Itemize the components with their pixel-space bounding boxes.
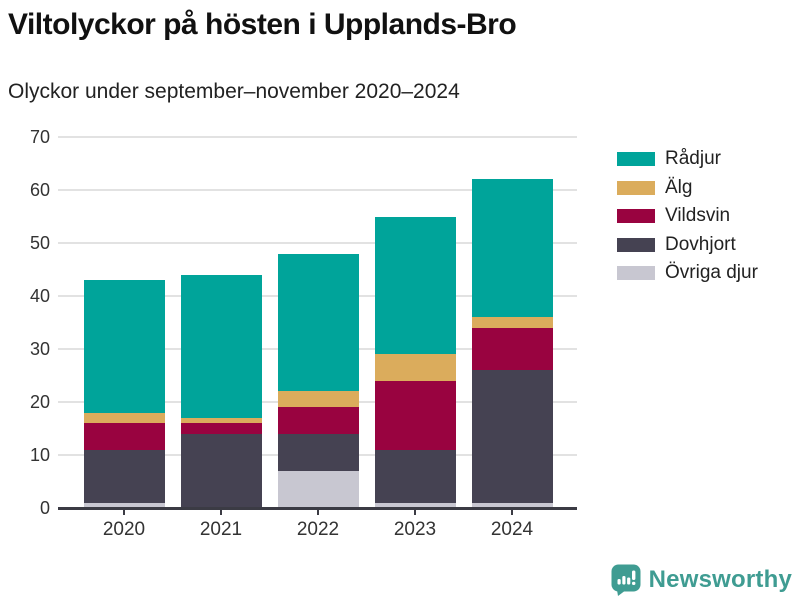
x-axis-tick-label: 2022 bbox=[296, 519, 340, 540]
legend-swatch bbox=[617, 266, 655, 280]
legend-item: Dovhjort bbox=[617, 231, 758, 259]
y-gridline bbox=[58, 189, 577, 191]
bar-segment bbox=[471, 370, 553, 503]
legend-swatch bbox=[617, 209, 655, 223]
y-axis-tick-label: 10 bbox=[29, 445, 50, 465]
y-gridline bbox=[58, 136, 577, 138]
bar-segment bbox=[471, 502, 553, 508]
bar-segment bbox=[277, 433, 359, 471]
brand-footer: Newsworthy bbox=[611, 564, 792, 596]
bar-segment bbox=[277, 470, 359, 508]
bar-segment bbox=[374, 502, 456, 508]
bar-segment bbox=[471, 317, 553, 328]
y-gridline bbox=[58, 242, 577, 244]
bar-segment bbox=[277, 253, 359, 392]
newsworthy-logo-icon bbox=[611, 564, 642, 596]
y-axis-tick-label: 70 bbox=[29, 127, 50, 147]
legend-item: Övriga djur bbox=[617, 259, 758, 287]
bar-segment bbox=[374, 380, 456, 450]
bar-segment bbox=[83, 449, 165, 503]
y-axis-tick-label: 50 bbox=[29, 233, 50, 253]
legend-swatch bbox=[617, 152, 655, 166]
bar-segment bbox=[83, 423, 165, 450]
bar-segment bbox=[180, 423, 262, 434]
bar-segment bbox=[83, 280, 165, 413]
bar-segment bbox=[277, 391, 359, 408]
bar-segment bbox=[180, 274, 262, 418]
chart-legend: Rådjur Älg Vildsvin Dovhjort Övriga djur bbox=[617, 145, 758, 288]
x-axis-tick-label: 2023 bbox=[393, 519, 437, 540]
y-axis-tick-label: 60 bbox=[29, 180, 50, 200]
y-axis-tick-label: 0 bbox=[39, 498, 50, 518]
legend-item: Rådjur bbox=[617, 145, 758, 173]
legend-item: Älg bbox=[617, 174, 758, 202]
x-axis-tick-label: 2021 bbox=[199, 519, 243, 540]
legend-label: Vildsvin bbox=[665, 205, 731, 226]
bar-segment bbox=[180, 433, 262, 508]
brand-name: Newsworthy bbox=[648, 566, 792, 593]
x-axis-tick-mark bbox=[317, 509, 319, 515]
bar-segment bbox=[180, 417, 262, 424]
bar-segment bbox=[374, 354, 456, 381]
legend-label: Dovhjort bbox=[665, 233, 736, 255]
legend-label: Övriga djur bbox=[665, 262, 758, 283]
legend-swatch bbox=[617, 237, 655, 252]
y-axis-tick-label: 40 bbox=[29, 286, 50, 306]
x-axis-line bbox=[58, 507, 577, 510]
legend-swatch bbox=[617, 180, 655, 195]
x-axis-tick-label: 2024 bbox=[490, 519, 534, 540]
chart-title: Viltolyckor på hösten i Upplands-Bro bbox=[8, 8, 517, 41]
bar-segment bbox=[277, 407, 359, 434]
x-axis-tick-mark bbox=[123, 509, 125, 515]
chart-subtitle: Olyckor under september–november 2020–20… bbox=[8, 80, 460, 103]
x-axis-tick-mark bbox=[511, 509, 513, 515]
x-axis-tick-mark bbox=[220, 509, 222, 515]
legend-label: Rådjur bbox=[665, 148, 721, 169]
y-axis-tick-label: 30 bbox=[29, 339, 50, 359]
bar-segment bbox=[83, 502, 165, 508]
legend-item: Vildsvin bbox=[617, 202, 758, 230]
bar-segment bbox=[374, 449, 456, 503]
bar-segment bbox=[471, 327, 553, 371]
legend-label: Älg bbox=[665, 176, 693, 198]
y-axis-tick-label: 20 bbox=[29, 392, 50, 412]
bar-segment bbox=[83, 412, 165, 424]
bar-segment bbox=[471, 179, 553, 318]
x-axis-tick-label: 2020 bbox=[102, 519, 146, 540]
x-axis-tick-mark bbox=[414, 509, 416, 515]
bar-segment bbox=[374, 216, 456, 355]
